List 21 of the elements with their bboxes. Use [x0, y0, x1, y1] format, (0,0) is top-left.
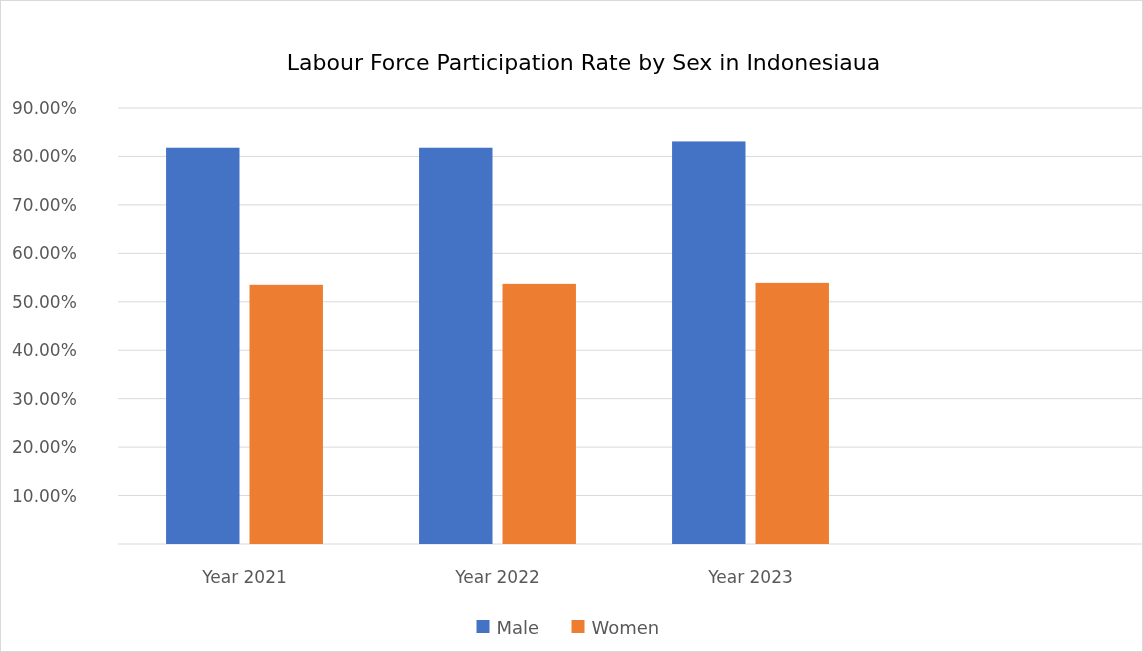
y-tick-label: 60.00%: [12, 243, 77, 264]
bar: [755, 282, 829, 544]
bar: [672, 141, 746, 544]
legend-label: Women: [591, 617, 660, 639]
x-tick-label: Year 2023: [707, 567, 793, 587]
x-tick-label: Year 2021: [201, 567, 287, 587]
y-tick-label: 30.00%: [12, 388, 77, 409]
y-tick-label: 90.00%: [12, 97, 77, 118]
bar: [502, 283, 576, 544]
bar: [249, 284, 323, 544]
x-tick-label: Year 2022: [454, 567, 540, 587]
y-tick-label: 70.00%: [12, 194, 77, 215]
legend-label: Male: [496, 617, 540, 639]
bar: [419, 147, 493, 544]
y-tick-label: 40.00%: [12, 340, 77, 361]
y-tick-label: 20.00%: [12, 437, 77, 458]
y-tick-label: 80.00%: [12, 146, 77, 167]
y-tick-label: 10.00%: [12, 485, 77, 506]
bar: [166, 147, 240, 544]
y-tick-label: 50.00%: [12, 291, 77, 312]
chart-title: Labour Force Participation Rate by Sex in Indonesiaua: [286, 50, 881, 75]
